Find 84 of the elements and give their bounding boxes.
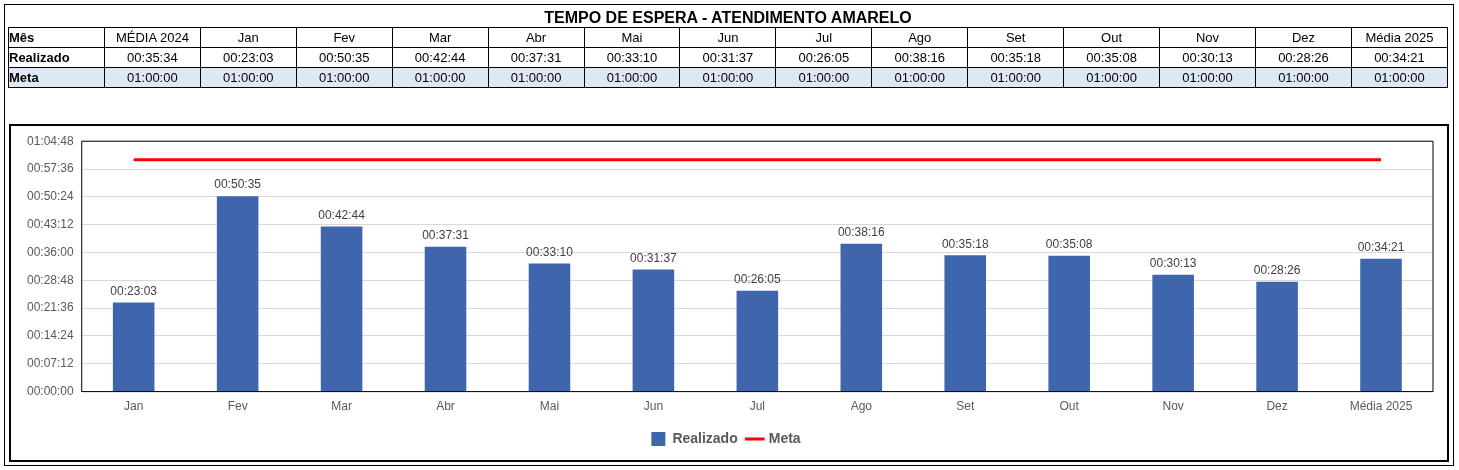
data-label: 00:30:13: [1149, 256, 1197, 271]
category-label: Dez: [1291, 30, 1315, 45]
legend-label: Realizado: [672, 429, 738, 446]
category-label: Jun: [717, 30, 739, 45]
x-tick-label: Ago: [850, 399, 873, 414]
x-tick-label: Mai: [539, 399, 560, 414]
text: Mês: [8, 27, 105, 48]
chart-title: TEMPO DE ESPERA - ATENDIMENTO AMARELO: [543, 8, 913, 28]
text: 01:00:00: [1255, 67, 1352, 88]
text: 00:37:31: [510, 50, 562, 65]
x-tick-label: Jan: [124, 399, 144, 414]
text: 01:00:00: [679, 67, 776, 88]
text: 01:00:00: [200, 67, 297, 88]
text: 01:00:00: [488, 67, 585, 88]
text: Realizado: [9, 50, 70, 65]
y-tick-label: 01:04:48: [26, 133, 75, 148]
text: 00:35:08: [1086, 50, 1137, 65]
data-label: 00:42:44: [318, 207, 366, 222]
y-tick-label: 00:57:36: [26, 161, 75, 176]
data-label: 00:38:16: [837, 225, 885, 240]
text: 00:50:35: [318, 50, 370, 65]
text: 00:26:05: [798, 50, 850, 65]
x-tick-label: Jul: [749, 399, 766, 414]
category-label: Out: [1101, 30, 1123, 45]
data-label: 00:26:05: [734, 272, 782, 287]
text: 01:00:00: [584, 67, 680, 88]
text: 00:28:26: [1278, 50, 1329, 65]
category-label: Abr: [525, 30, 547, 45]
text: 00:30:13: [1182, 50, 1233, 65]
data-label: 00:23:03: [110, 283, 158, 298]
data-label: 00:50:35: [214, 177, 262, 192]
text: 01:00:00: [967, 67, 1064, 88]
text: 01:00:00: [392, 67, 489, 88]
text: 00:35:18: [990, 50, 1041, 65]
text: 01:00:00: [104, 67, 201, 88]
y-tick-label: 00:21:36: [26, 300, 75, 315]
x-tick-label: Dez: [1266, 399, 1288, 414]
data-label: 00:37:31: [422, 227, 470, 242]
category-label: Ago: [908, 30, 932, 45]
y-tick-label: 00:07:12: [26, 356, 75, 371]
text: 00:35:34: [104, 47, 201, 68]
y-tick-label: 00:43:12: [26, 216, 75, 231]
category-label: Média 2025: [1365, 30, 1434, 45]
category-label: Mar: [428, 30, 452, 45]
data-label: 00:28:26: [1253, 263, 1301, 278]
y-tick-label: 00:50:24: [26, 189, 75, 204]
x-tick-label: Mar: [331, 399, 352, 414]
y-tick-label: 00:28:48: [26, 272, 75, 287]
x-tick-label: Set: [956, 399, 975, 414]
text: 01:00:00: [871, 67, 968, 88]
text: 00:38:16: [894, 50, 946, 65]
category-label: Set: [1005, 30, 1026, 45]
text: 01:00:00: [1063, 67, 1160, 88]
text: 00:42:44: [414, 50, 466, 65]
text: 00:23:03: [223, 50, 274, 65]
x-tick-label: Abr: [436, 399, 455, 414]
category-label: Nov: [1195, 30, 1220, 45]
category-label: Mai: [621, 30, 643, 45]
data-label: 00:33:10: [526, 244, 574, 259]
x-tick-label: Nov: [1162, 399, 1184, 414]
data-label: 00:34:21: [1357, 240, 1405, 255]
y-tick-label: 00:14:24: [26, 328, 75, 343]
x-tick-label: Média 2025: [1349, 399, 1413, 414]
legend-label: Meta: [768, 429, 801, 446]
text: 00:33:10: [606, 50, 658, 65]
data-label: 00:35:08: [1045, 237, 1093, 252]
y-tick-label: 00:36:00: [26, 244, 75, 259]
x-tick-label: Fev: [227, 399, 248, 414]
x-tick-label: Out: [1059, 399, 1080, 414]
text: 00:34:21: [1374, 50, 1425, 65]
x-tick-label: Jun: [643, 399, 664, 414]
text: 01:00:00: [296, 67, 393, 88]
text: 01:00:00: [775, 67, 872, 88]
text: Meta: [9, 70, 39, 85]
category-label: Fev: [333, 30, 356, 45]
category-label: Jan: [237, 30, 259, 45]
text: 00:31:37: [702, 50, 754, 65]
text: MÉDIA 2024: [104, 27, 201, 48]
y-tick-label: 00:00:00: [26, 383, 75, 398]
category-label: Jul: [815, 30, 833, 45]
data-label: 00:31:37: [630, 250, 678, 265]
data-label: 00:35:18: [941, 236, 989, 251]
text: 01:00:00: [1159, 67, 1256, 88]
text: 01:00:00: [1351, 67, 1448, 88]
